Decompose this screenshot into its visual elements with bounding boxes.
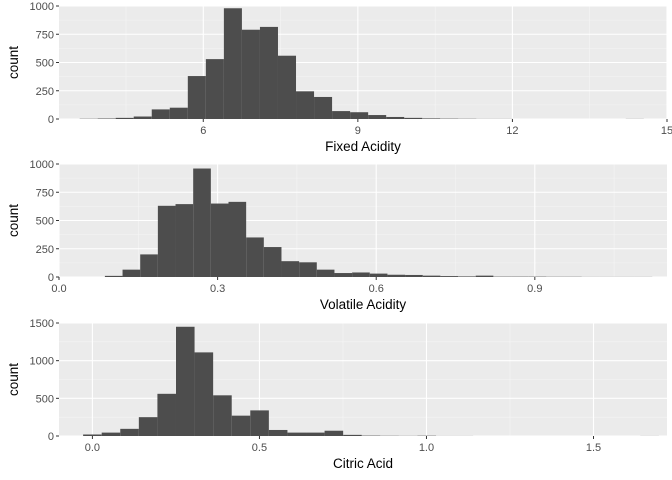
citric-acid-y-tick-label: 500 [36, 393, 54, 405]
volatile-acidity-x-tick-label: 0.3 [210, 283, 225, 295]
volatile-acidity-histogram-bar [140, 254, 158, 277]
volatile-acidity-histogram-bar [475, 275, 494, 277]
fixed-acidity-histogram-bar [205, 59, 224, 119]
volatile-acidity-histogram-bar [281, 261, 300, 277]
volatile-acidity-histogram-bar [422, 275, 441, 277]
fixed-acidity-histogram-bar [350, 112, 369, 119]
citric-acid-histogram-bar [324, 430, 344, 436]
fixed-acidity-histogram-bar [332, 111, 351, 119]
fixed-acidity-y-tick-label: 0 [48, 114, 54, 126]
volatile-acidity-histogram-bar [210, 203, 229, 277]
fixed-acidity-y-tick-label: 500 [36, 58, 54, 70]
volatile-acidity-histogram-bar [458, 276, 476, 277]
citric-acid-histogram-bar [120, 428, 139, 436]
fixed-acidity-histogram-bar [115, 117, 134, 119]
volatile-acidity-histogram-bar [104, 275, 123, 277]
volatile-acidity-y-tick-label: 750 [36, 187, 54, 199]
fixed-acidity-x-tick-label: 6 [200, 125, 206, 137]
volatile-acidity-histogram-bar [440, 276, 459, 277]
volatile-acidity-histogram-bar [193, 168, 211, 277]
fixed-acidity-histogram-bar [223, 8, 242, 119]
citric-acid-histogram-bar [287, 432, 307, 436]
citric-acid-histogram-bar [101, 432, 121, 436]
fixed-acidity-panel: 0 250 500 750 1000 6 9 12 15 Fixed Acidity count [6, 1, 672, 154]
volatile-acidity-y-tick-label: 0 [48, 272, 54, 284]
volatile-acidity-y-axis-title: count [6, 204, 21, 237]
citric-acid-histogram-bar [175, 326, 195, 436]
volatile-acidity-histogram-bar [369, 273, 388, 277]
fixed-acidity-histogram-bar [422, 118, 441, 119]
fixed-acidity-histogram-bar [404, 117, 423, 119]
volatile-acidity-histogram-bar [263, 247, 282, 277]
citric-acid-histogram-bar [250, 410, 269, 436]
citric-acid-histogram-bar [306, 432, 325, 436]
volatile-acidity-y-tick-label: 250 [36, 244, 54, 256]
citric-acid-histogram-bar [268, 429, 288, 436]
volatile-acidity-histogram-bar [334, 273, 353, 277]
fixed-acidity-histogram-bar [133, 116, 152, 119]
fixed-acidity-histogram-bar [151, 109, 170, 119]
fixed-acidity-x-tick-label: 12 [506, 125, 518, 137]
fixed-acidity-histogram-bar [187, 76, 206, 119]
fixed-acidity-histogram-bar [241, 29, 260, 120]
volatile-acidity-x-axis-title: Volatile Acidity [320, 297, 407, 312]
fixed-acidity-x-axis-title: Fixed Acidity [325, 139, 401, 154]
citric-acid-x-tick-label: 0.0 [85, 442, 100, 454]
volatile-acidity-histogram-bar [405, 274, 423, 277]
citric-acid-histogram-bar [83, 434, 102, 436]
citric-acid-x-tick-label: 1.5 [586, 442, 601, 454]
volatile-acidity-histogram-bar [157, 205, 176, 277]
volatile-acidity-histogram-bar [228, 201, 247, 277]
citric-acid-x-axis-title: Citric Acid [333, 456, 393, 471]
fixed-acidity-histogram-bar [314, 96, 333, 119]
citric-acid-x-tick-label: 1.0 [419, 442, 434, 454]
volatile-acidity-histogram-bar [299, 262, 317, 277]
volatile-acidity-panel: 0 250 500 750 1000 0.0 0.3 0.6 0.9 Volatile Acidi… [6, 159, 667, 312]
fixed-acidity-y-tick-label: 250 [36, 86, 54, 98]
citric-acid-y-tick-label: 1000 [30, 356, 54, 368]
fixed-acidity-x-tick-label: 15 [661, 125, 672, 137]
citric-acid-histogram-bar [157, 393, 176, 436]
fixed-acidity-y-tick-label: 750 [36, 29, 54, 41]
fixed-acidity-histogram-bar [169, 107, 188, 119]
fixed-acidity-y-axis-title: count [6, 46, 21, 79]
citric-acid-y-tick-label: 1500 [30, 318, 54, 330]
citric-acid-x-tick-label: 0.5 [252, 442, 267, 454]
volatile-acidity-y-tick-label: 1000 [30, 159, 54, 171]
fixed-acidity-histogram-bar [277, 55, 297, 119]
volatile-acidity-histogram-bar [122, 269, 141, 277]
fixed-acidity-histogram-bar [259, 26, 278, 120]
fixed-acidity-y-tick-label: 1000 [30, 1, 54, 13]
citric-acid-histogram-bar [138, 417, 158, 436]
volatile-acidity-histogram-bar [352, 272, 370, 277]
citric-acid-y-tick-label: 0 [48, 431, 54, 443]
citric-acid-histogram-bar [194, 352, 214, 436]
volatile-acidity-histogram-bar [175, 204, 194, 277]
fixed-acidity-x-tick-label: 9 [355, 125, 361, 137]
volatile-acidity-x-tick-label: 0.9 [527, 283, 542, 295]
citric-acid-histogram-bar [231, 415, 251, 436]
volatile-acidity-histogram-bar [316, 269, 335, 277]
fixed-acidity-histogram-bar [386, 116, 405, 119]
volatile-acidity-histogram-bar [246, 237, 264, 277]
volatile-acidity-histogram-bar [387, 274, 406, 277]
fixed-acidity-histogram-bar [296, 91, 315, 119]
fixed-acidity-histogram-bar [368, 115, 387, 119]
citric-acid-histogram-bar [343, 434, 362, 436]
citric-acid-y-axis-title: count [6, 363, 21, 396]
volatile-acidity-y-tick-label: 500 [36, 216, 54, 228]
volatile-acidity-x-tick-label: 0.6 [369, 283, 384, 295]
citric-acid-panel: 0 500 1000 1500 0.0 0.5 1.0 1.5 Citric Acid count [6, 318, 667, 471]
volatile-acidity-x-tick-label: 0.0 [51, 283, 66, 295]
citric-acid-histogram-bar [213, 395, 232, 436]
